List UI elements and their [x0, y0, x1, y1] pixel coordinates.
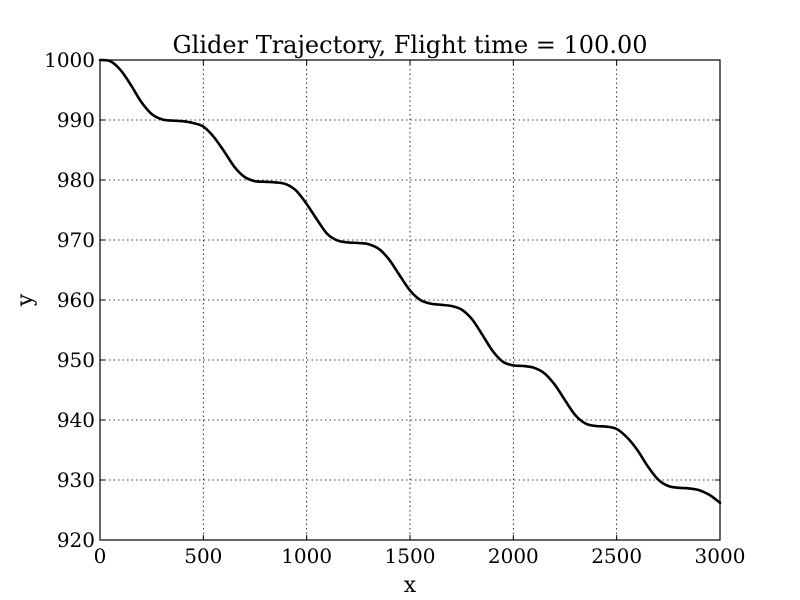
- x-axis-label: x: [404, 573, 417, 598]
- x-tick-label: 1000: [281, 544, 332, 568]
- y-tick-labels: 920 930 940 950 960 970 980 990 1000: [44, 48, 95, 552]
- x-tick-label: 2500: [591, 544, 642, 568]
- y-tick-label: 930: [57, 468, 95, 492]
- x-tick-label: 1500: [385, 544, 436, 568]
- y-tick-label: 950: [57, 348, 95, 372]
- y-tick-label: 1000: [44, 48, 95, 72]
- x-tick-label: 0: [94, 544, 107, 568]
- y-tick-label: 960: [57, 288, 95, 312]
- y-tick-label: 920: [57, 528, 95, 552]
- y-axis-label: y: [13, 293, 38, 307]
- x-tick-label: 2000: [488, 544, 539, 568]
- x-tick-label: 3000: [695, 544, 746, 568]
- chart-title: Glider Trajectory, Flight time = 100.00: [173, 31, 648, 59]
- x-tick-labels: 0 500 1000 1500 2000 2500 3000: [94, 544, 746, 568]
- y-tick-label: 990: [57, 108, 95, 132]
- y-tick-label: 970: [57, 228, 95, 252]
- plot-frame: [99, 59, 721, 541]
- grid-layer: [100, 60, 720, 540]
- series-layer: [98, 58, 722, 505]
- y-tick-label: 980: [57, 168, 95, 192]
- x-tick-label: 500: [184, 544, 222, 568]
- y-tick-label: 940: [57, 408, 95, 432]
- trajectory-line: [98, 58, 722, 505]
